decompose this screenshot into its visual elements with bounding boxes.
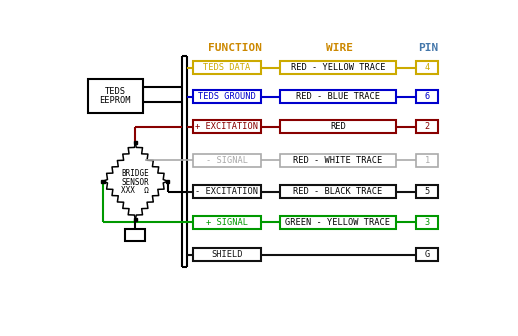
Bar bbox=[416, 154, 438, 167]
Bar bbox=[280, 154, 396, 167]
Bar bbox=[193, 248, 261, 261]
Bar bbox=[416, 90, 438, 103]
Text: + EXCITATION: + EXCITATION bbox=[195, 122, 258, 131]
Bar bbox=[134, 218, 137, 221]
Text: 1: 1 bbox=[425, 156, 430, 165]
Bar bbox=[193, 120, 261, 133]
Bar bbox=[416, 120, 438, 133]
Text: XXX  Ω: XXX Ω bbox=[121, 186, 149, 195]
Text: 2: 2 bbox=[425, 122, 430, 131]
Bar bbox=[416, 248, 438, 261]
Bar bbox=[193, 154, 261, 167]
Text: RED - YELLOW TRACE: RED - YELLOW TRACE bbox=[291, 63, 385, 72]
Text: SHIELD: SHIELD bbox=[211, 250, 243, 259]
Bar bbox=[280, 61, 396, 74]
Text: SENSOR: SENSOR bbox=[121, 178, 149, 187]
Text: RED - BLUE TRACE: RED - BLUE TRACE bbox=[296, 92, 380, 101]
Bar bbox=[166, 180, 169, 183]
Bar bbox=[280, 216, 396, 229]
Bar bbox=[88, 79, 143, 113]
Bar bbox=[280, 90, 396, 103]
Text: - EXCITATION: - EXCITATION bbox=[195, 187, 258, 196]
Text: RED - BLACK TRACE: RED - BLACK TRACE bbox=[293, 187, 382, 196]
Bar bbox=[125, 229, 146, 241]
Text: 4: 4 bbox=[425, 63, 430, 72]
Text: TEDS DATA: TEDS DATA bbox=[204, 63, 251, 72]
Text: 6: 6 bbox=[425, 92, 430, 101]
Bar bbox=[134, 141, 137, 144]
Bar bbox=[280, 185, 396, 198]
Text: GREEN - YELLOW TRACE: GREEN - YELLOW TRACE bbox=[285, 218, 391, 227]
Text: TEDS: TEDS bbox=[105, 87, 126, 96]
Bar bbox=[416, 185, 438, 198]
Text: 3: 3 bbox=[425, 218, 430, 227]
Text: RED - WHITE TRACE: RED - WHITE TRACE bbox=[293, 156, 382, 165]
Bar bbox=[102, 180, 105, 183]
Text: + SIGNAL: + SIGNAL bbox=[206, 218, 248, 227]
Bar bbox=[416, 216, 438, 229]
Text: PIN: PIN bbox=[418, 43, 438, 53]
Text: 5: 5 bbox=[425, 187, 430, 196]
Bar bbox=[193, 216, 261, 229]
Bar bbox=[280, 120, 396, 133]
Bar bbox=[193, 61, 261, 74]
Text: FUNCTION: FUNCTION bbox=[208, 43, 263, 53]
Bar bbox=[193, 185, 261, 198]
Text: G: G bbox=[425, 250, 430, 259]
Text: - SIGNAL: - SIGNAL bbox=[206, 156, 248, 165]
Text: BRIDGE: BRIDGE bbox=[121, 169, 149, 178]
Text: TEDS GROUND: TEDS GROUND bbox=[198, 92, 256, 101]
Bar bbox=[416, 61, 438, 74]
Bar bbox=[193, 90, 261, 103]
Text: RED: RED bbox=[330, 122, 346, 131]
Text: EEPROM: EEPROM bbox=[99, 96, 131, 105]
Text: WIRE: WIRE bbox=[326, 43, 353, 53]
